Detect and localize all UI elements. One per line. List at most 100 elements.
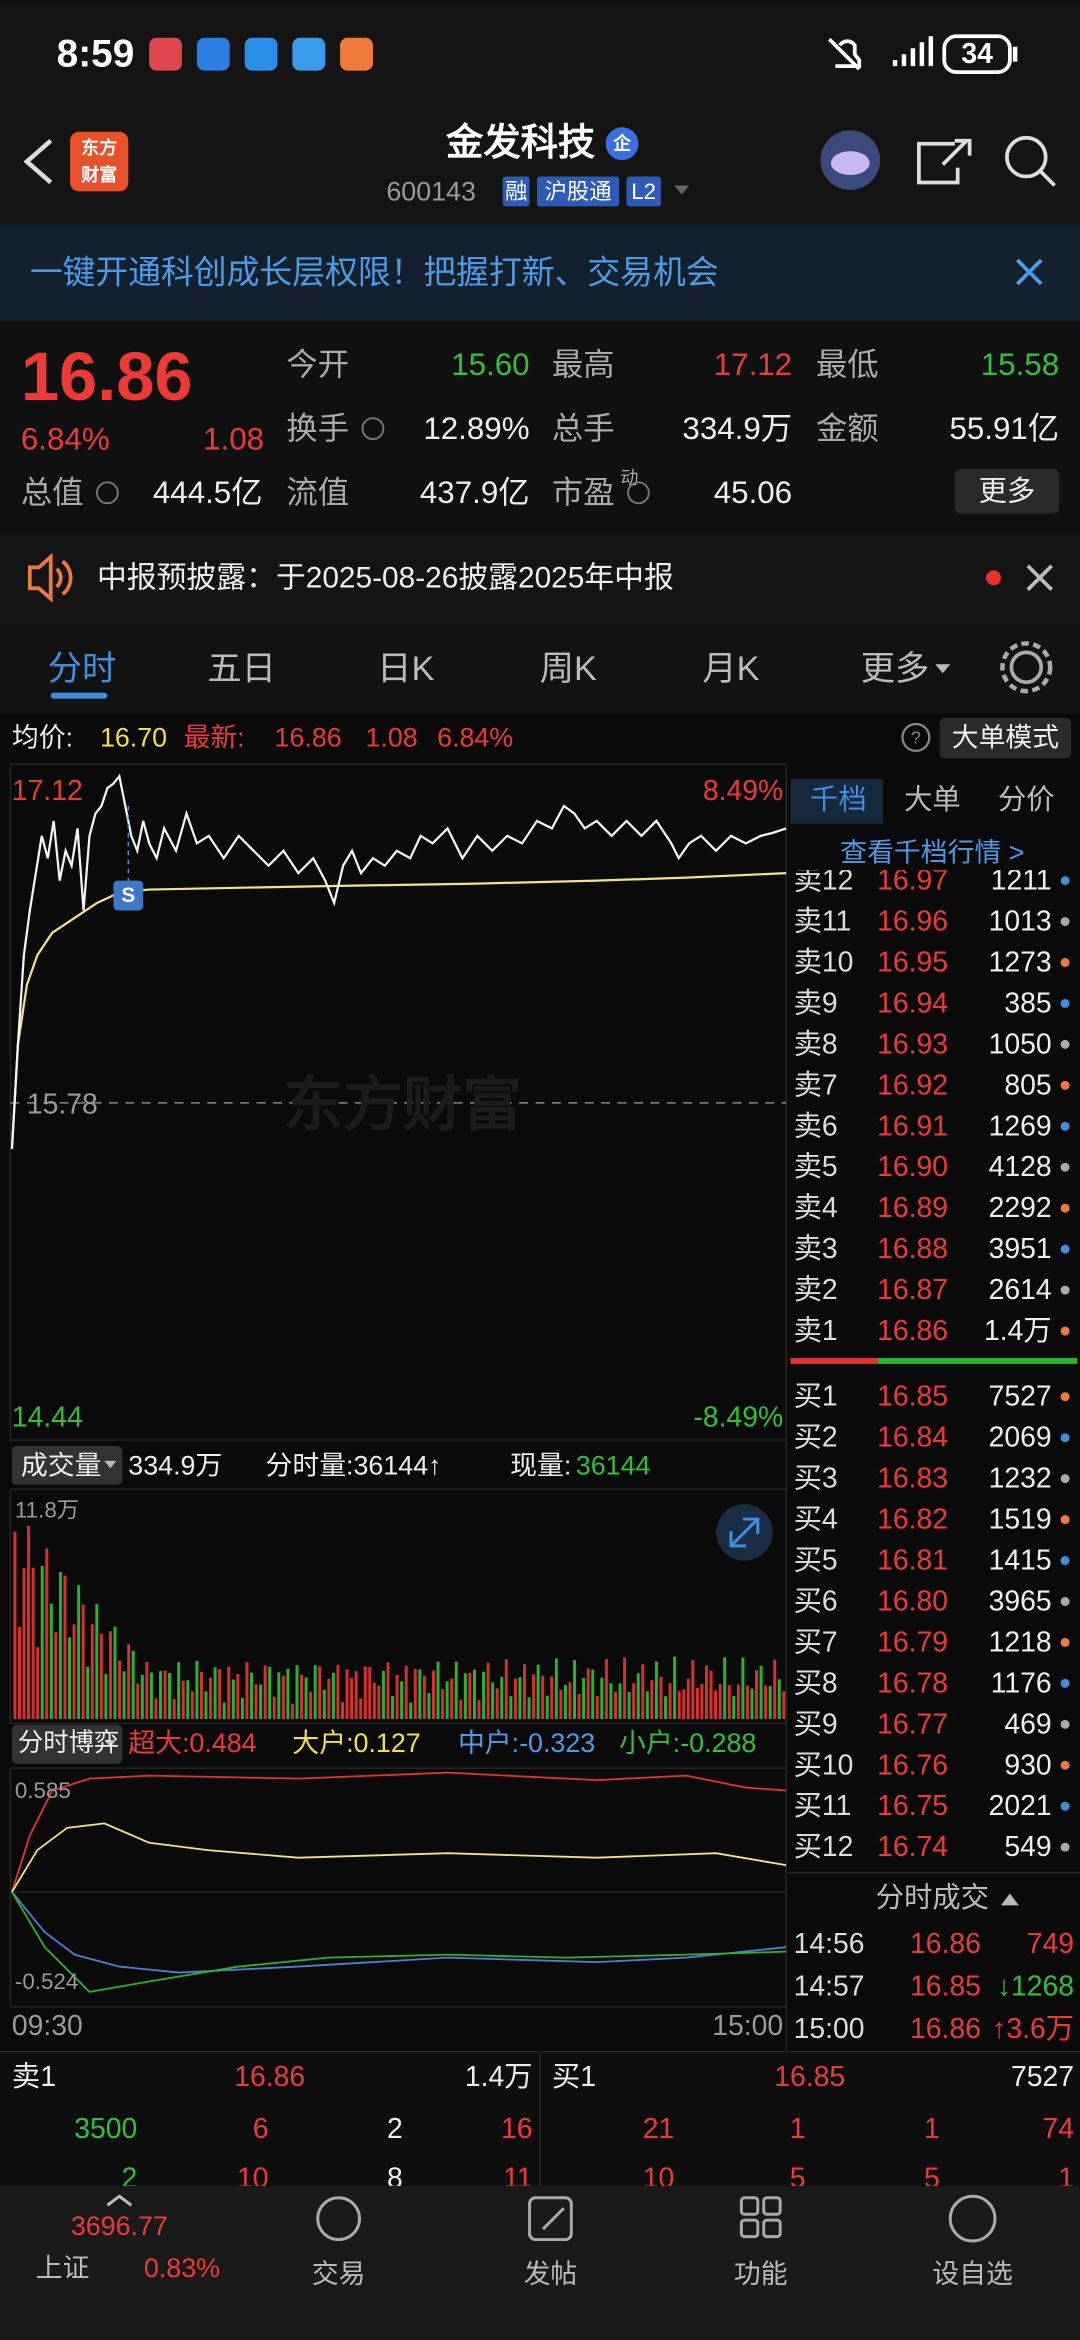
order-label: 买9 (794, 1708, 838, 1740)
order-dot (1060, 1392, 1070, 1402)
volume-bar (532, 1674, 536, 1719)
volume-bar (472, 1669, 476, 1719)
volume-bar (436, 1661, 440, 1719)
order-volume: 1050 (989, 1028, 1052, 1060)
volume-bar (40, 1565, 44, 1719)
nav-icons (106, 2194, 997, 2243)
volume-bar (391, 1695, 395, 1719)
volume-bar (227, 1666, 231, 1719)
volume-bar (704, 1665, 708, 1719)
order-volume: 1.4万 (984, 1315, 1052, 1347)
order-label: 买11 (794, 1790, 852, 1822)
order-dot (1060, 1203, 1070, 1213)
nav-item[interactable]: 功能 (734, 2259, 788, 2289)
active-tab-bg (790, 779, 884, 824)
volume-bar (577, 1693, 581, 1719)
volume-bar (582, 1678, 586, 1719)
index-name: 上证 (36, 2253, 90, 2283)
stat-value: 15.58 (981, 347, 1059, 382)
order-label: 卖1 (794, 1315, 838, 1347)
order-link[interactable]: 查看千档行情 > (840, 837, 1024, 867)
stat-value: 15.60 (451, 347, 529, 382)
volume-bar (659, 1676, 663, 1719)
flow-super-line (11, 1771, 787, 1893)
volume-bar (277, 1672, 281, 1719)
order-tab[interactable]: 千档 (810, 784, 867, 816)
stat-value: 444.5亿 (153, 475, 263, 510)
volume-bar (418, 1669, 422, 1719)
order-price: 16.75 (877, 1790, 948, 1822)
tab[interactable]: 周K (540, 650, 597, 688)
nav-item[interactable]: 设自选 (932, 2259, 1013, 2289)
volume-bar (609, 1683, 613, 1719)
volume-bar (113, 1626, 117, 1719)
volume-bar (163, 1670, 167, 1719)
queue-cell: 10 (237, 2162, 269, 2194)
volume-bar (404, 1665, 408, 1719)
volume-bar (413, 1669, 417, 1719)
volume-bar (559, 1689, 563, 1719)
volume-bar (354, 1671, 358, 1719)
volume-bar (45, 1548, 49, 1719)
volume-bar (586, 1668, 590, 1719)
flow-small-line (11, 1891, 787, 1993)
tab[interactable]: 月K (702, 650, 759, 688)
order-price: 16.77 (877, 1708, 948, 1740)
nav-item[interactable]: 发帖 (524, 2259, 578, 2289)
mode-button[interactable]: 大单模式 (952, 722, 1059, 752)
sort-arrow (1000, 1893, 1019, 1906)
order-dot (1060, 1433, 1070, 1443)
volume-bar (773, 1659, 777, 1719)
stat-label: 金额 (816, 411, 879, 446)
volume-bar (31, 1567, 35, 1719)
trade-time: 14:57 (794, 1971, 865, 2003)
volume-bar (550, 1676, 554, 1719)
price-line (10, 773, 787, 1150)
volume-bar (190, 1691, 194, 1719)
tab[interactable]: 日K (377, 650, 434, 688)
flow-item: 中户:-0.323 (458, 1728, 595, 1758)
order-dot (1060, 1760, 1070, 1770)
volume-bar (259, 1684, 263, 1719)
volume-bar (422, 1675, 426, 1719)
queue-cell: 5 (790, 2162, 806, 2194)
info-icon (95, 481, 119, 505)
notice-text: 中报预披露：于2025-08-26披露2025年中报 (97, 561, 674, 594)
order-volume: 1176 (991, 1667, 1052, 1699)
queue-cell: 8 (387, 2162, 403, 2194)
order-dot (1060, 958, 1070, 967)
order-volume: 1269 (989, 1110, 1052, 1142)
volume-bar (673, 1656, 677, 1719)
flow-item: 超大:0.484 (128, 1728, 256, 1758)
volume-bar (209, 1677, 213, 1719)
volume-bar (136, 1683, 140, 1719)
stat-value: 437.9亿 (420, 475, 530, 510)
volume-bar (58, 1571, 62, 1719)
volume-bar (650, 1680, 654, 1719)
volume-bar (459, 1699, 463, 1719)
order-tab[interactable]: 大单 (904, 784, 961, 816)
tab[interactable]: 更多 (861, 650, 930, 688)
nav-item[interactable]: 交易 (312, 2259, 366, 2289)
order-label: 卖2 (794, 1274, 838, 1306)
expand-icon (729, 1517, 760, 1548)
volume-bar (755, 1670, 759, 1719)
flow-item: 大户:0.127 (292, 1728, 420, 1758)
tick-volume: 分时量:36144↑ (266, 1450, 442, 1480)
tab[interactable]: 分时 (48, 650, 117, 688)
volume-bar (272, 1696, 276, 1719)
tag-bg (502, 176, 530, 207)
volume-bar (218, 1669, 222, 1719)
tab[interactable]: 五日 (207, 650, 276, 688)
volume-bar (77, 1585, 81, 1719)
order-tab[interactable]: 分价 (998, 784, 1055, 816)
volume-bar (409, 1702, 413, 1719)
volume-bar (782, 1691, 786, 1719)
order-dot (1060, 876, 1070, 886)
volume-bar (336, 1664, 340, 1719)
more-button[interactable]: 更多 (979, 475, 1036, 507)
price-chart-frame (9, 763, 787, 2052)
volume-bar (322, 1689, 326, 1719)
order-label: 买5 (794, 1545, 838, 1577)
